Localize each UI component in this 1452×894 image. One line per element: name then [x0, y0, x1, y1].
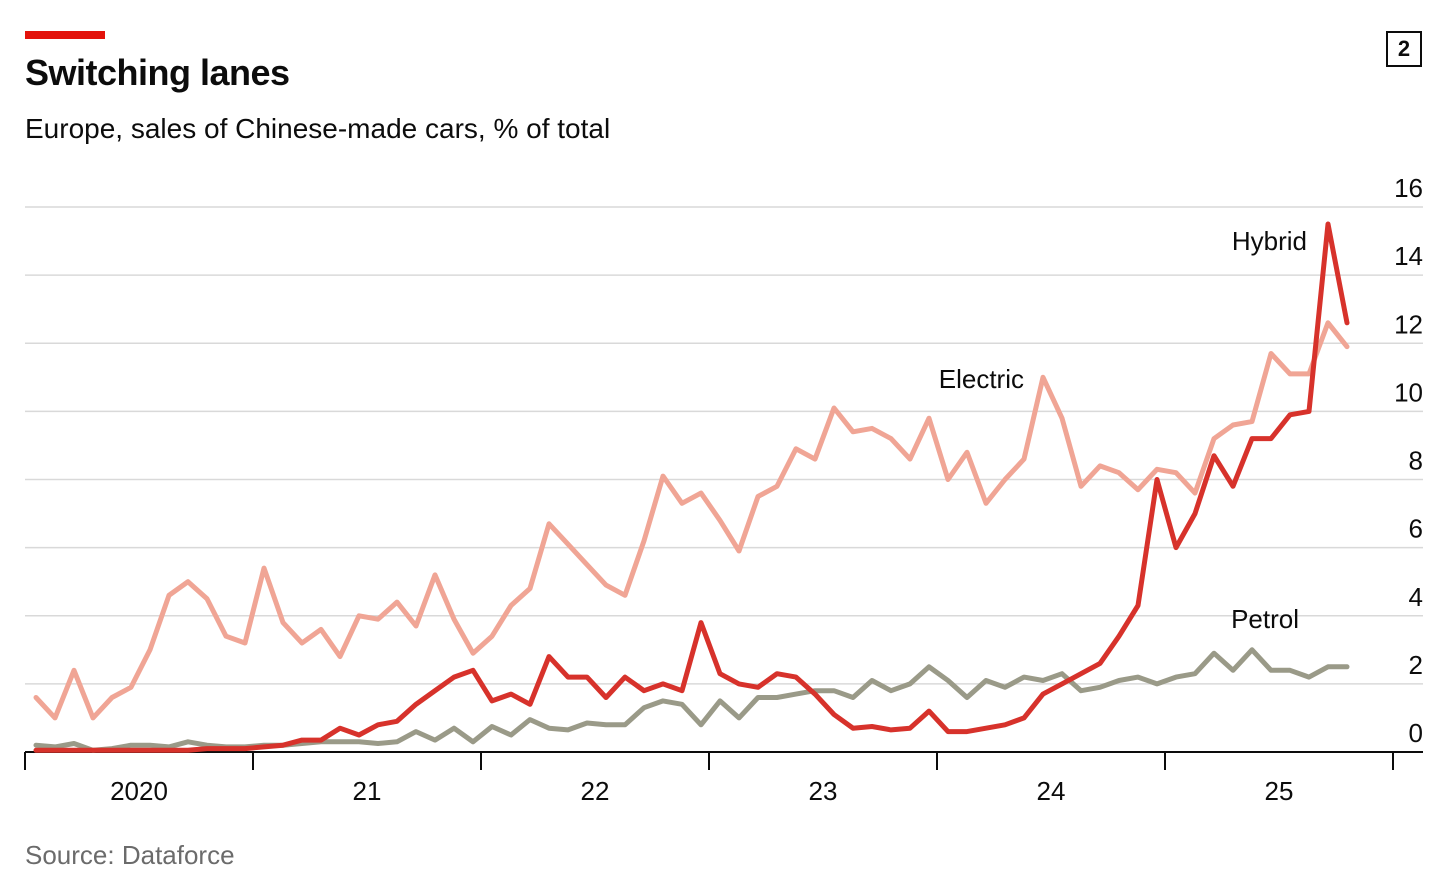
series-labels: Electric Hybrid Petrol: [939, 226, 1307, 634]
y-tick-label-12: 12: [1394, 309, 1423, 339]
chart-number-badge: 2: [1386, 31, 1422, 67]
accent-bar: [25, 31, 105, 39]
series-label-electric: Electric: [939, 364, 1024, 394]
series-line-hybrid: [33, 221, 1350, 753]
y-tick-label-6: 6: [1409, 514, 1423, 544]
y-tick-label-0: 0: [1409, 718, 1423, 748]
y-tick-label-14: 14: [1394, 241, 1423, 271]
gridlines: [25, 206, 1423, 685]
x-tick-label-22: 22: [581, 776, 610, 806]
x-tick-label-25: 25: [1265, 776, 1294, 806]
series-label-petrol: Petrol: [1231, 604, 1299, 634]
x-tick-label-21: 21: [353, 776, 382, 806]
chart-title: Switching lanes: [25, 52, 290, 93]
y-tick-label-10: 10: [1394, 377, 1423, 407]
y-tick-label-16: 16: [1394, 173, 1423, 203]
series-lines: [33, 221, 1350, 753]
x-axis: 2020 21 22 23 24 25: [24, 751, 1423, 806]
series-label-hybrid: Hybrid: [1232, 226, 1307, 256]
x-tick-label-2020: 2020: [110, 776, 168, 806]
chart-subtitle: Europe, sales of Chinese-made cars, % of…: [25, 113, 611, 144]
y-tick-label-4: 4: [1409, 582, 1423, 612]
y-tick-label-8: 8: [1409, 446, 1423, 476]
x-tick-label-23: 23: [809, 776, 838, 806]
y-tick-label-2: 2: [1409, 650, 1423, 680]
source-note: Source: Dataforce: [25, 840, 235, 870]
y-axis-ticks: 0 2 4 6 8 10 12 14 16: [1394, 173, 1423, 748]
series-line-electric: [33, 320, 1350, 721]
x-tick-label-24: 24: [1037, 776, 1066, 806]
